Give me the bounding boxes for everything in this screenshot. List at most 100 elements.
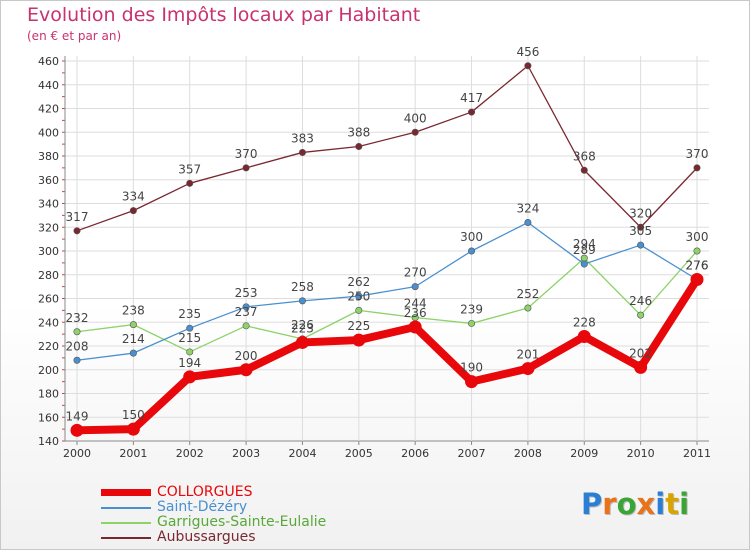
data-point — [690, 273, 704, 286]
x-tick-label: 2009 — [570, 447, 598, 460]
logo-letter: r — [602, 487, 617, 521]
x-tick-label: 2008 — [514, 447, 542, 460]
data-label: 294 — [573, 237, 596, 251]
y-tick-label: 180 — [38, 388, 59, 401]
series-line — [73, 275, 701, 435]
data-point — [183, 370, 197, 384]
legend-label: Aubussargues — [157, 529, 256, 545]
data-point — [129, 321, 137, 329]
data-point — [295, 335, 309, 349]
data-label: 202 — [629, 346, 652, 360]
legend-swatch — [101, 507, 151, 509]
data-label: 289 — [573, 243, 596, 257]
x-tick-label: 2006 — [401, 447, 429, 460]
data-label: 226 — [291, 318, 314, 332]
y-tick-label: 420 — [38, 103, 59, 116]
data-label: 232 — [66, 311, 89, 325]
data-point — [411, 128, 419, 136]
data-point — [242, 164, 250, 172]
data-point — [70, 423, 84, 437]
data-label: 370 — [686, 147, 709, 161]
data-point — [239, 363, 253, 377]
data-point — [637, 311, 645, 319]
x-tick-label: 2005 — [345, 447, 373, 460]
chart-subtitle: (en € et par an) — [27, 29, 122, 43]
data-point — [352, 333, 366, 347]
data-label: 237 — [235, 305, 258, 319]
data-label: 317 — [66, 210, 89, 224]
legend-swatch — [101, 489, 151, 496]
data-label: 370 — [235, 147, 258, 161]
data-label: 305 — [629, 224, 652, 238]
y-tick-label: 380 — [38, 150, 59, 163]
data-point — [355, 292, 363, 300]
y-tick-label: 400 — [38, 126, 59, 139]
data-label: 239 — [460, 302, 483, 316]
data-label: 252 — [516, 287, 539, 301]
data-label: 320 — [629, 206, 652, 220]
data-label: 236 — [404, 306, 427, 320]
data-label: 246 — [629, 294, 652, 308]
data-point — [298, 297, 306, 305]
logo-letter: o — [616, 487, 637, 521]
x-tick-label: 2000 — [63, 447, 91, 460]
x-tick-label: 2004 — [288, 447, 316, 460]
data-label: 357 — [178, 162, 201, 176]
data-label: 383 — [291, 131, 314, 145]
x-tick-label: 2010 — [627, 447, 655, 460]
logo-letter: i — [655, 487, 666, 521]
data-label: 235 — [178, 307, 201, 321]
data-label: 334 — [122, 190, 145, 204]
data-label: 253 — [235, 286, 258, 300]
data-label: 244 — [404, 297, 427, 311]
data-label: 250 — [347, 289, 370, 303]
data-point — [186, 179, 194, 187]
series-aubussargues — [73, 62, 701, 235]
data-point — [524, 219, 532, 227]
data-point — [355, 143, 363, 151]
data-label: 201 — [516, 348, 539, 362]
data-point — [634, 360, 648, 374]
y-tick-label: 320 — [38, 221, 59, 234]
data-point — [242, 303, 250, 311]
series-line — [76, 221, 698, 361]
legend-swatch — [101, 537, 151, 539]
x-tick-label: 2007 — [458, 447, 486, 460]
line-chart: 140 160 180 200 220 240 260 280 300 320 340 360 380 4… — [38, 45, 711, 460]
y-tick-label: 160 — [38, 411, 59, 424]
data-label: 324 — [516, 202, 539, 216]
y-tick-label: 360 — [38, 174, 59, 187]
data-point — [242, 322, 250, 330]
data-point — [298, 148, 306, 156]
data-point — [186, 324, 194, 332]
series-line — [76, 65, 698, 232]
data-point — [73, 328, 81, 336]
data-label: 190 — [460, 361, 483, 375]
y-tick-label: 200 — [38, 364, 59, 377]
legend-label: COLLORGUES — [157, 484, 253, 500]
data-point — [73, 227, 81, 235]
data-label: 150 — [122, 408, 145, 422]
data-point — [580, 166, 588, 174]
y-tick-label: 300 — [38, 245, 59, 258]
data-label: 149 — [66, 409, 89, 423]
y-tick-label: 280 — [38, 269, 59, 282]
data-label: 276 — [686, 259, 709, 273]
y-tick-label: 460 — [38, 55, 59, 68]
data-point — [126, 422, 140, 436]
data-point — [693, 247, 701, 255]
data-label: 388 — [347, 126, 370, 140]
data-label: 258 — [291, 280, 314, 294]
data-point — [524, 304, 532, 312]
data-label: 214 — [122, 332, 145, 346]
data-label: 300 — [686, 230, 709, 244]
data-label: 400 — [404, 111, 427, 125]
data-label: 215 — [178, 331, 201, 345]
data-point — [468, 247, 476, 255]
legend-label: Saint-Dézéry — [157, 499, 248, 515]
data-label: 270 — [404, 266, 427, 280]
data-point — [129, 207, 137, 215]
y-tick-label: 440 — [38, 79, 59, 92]
series-line — [76, 250, 698, 353]
